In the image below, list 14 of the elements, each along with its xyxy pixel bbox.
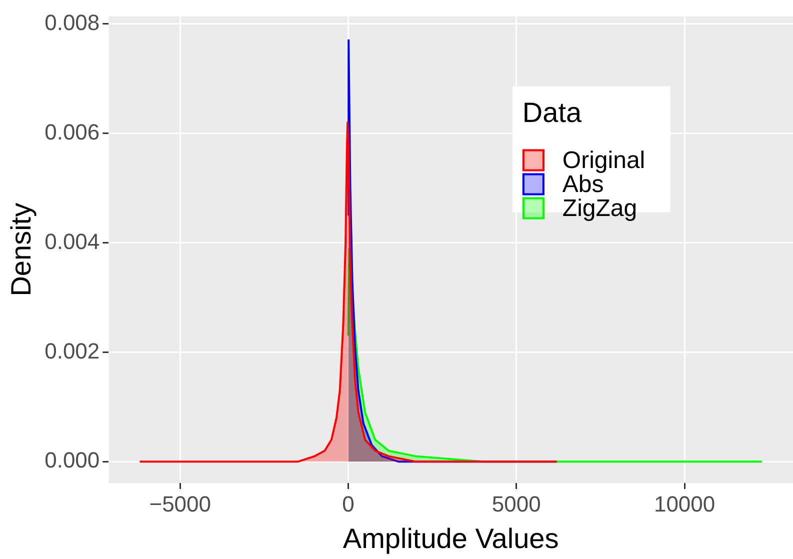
x-tick-label: 10000 <box>654 491 716 516</box>
x-axis-title: Amplitude Values <box>342 522 559 554</box>
y-tick-label: 0.006 <box>44 119 100 144</box>
x-tick-label: 0 <box>342 491 354 516</box>
y-axis-title: Density <box>6 202 37 296</box>
legend-label: Original <box>562 146 646 174</box>
y-tick-label: 0.000 <box>44 448 100 473</box>
y-tick-label: 0.004 <box>44 228 100 254</box>
x-tick-label: 5000 <box>492 491 541 516</box>
x-tick-label: −5000 <box>149 491 212 516</box>
legend-title: Data <box>522 96 582 128</box>
y-tick-label: 0.002 <box>44 338 100 364</box>
y-tick-label: 0.008 <box>44 10 100 35</box>
legend-label: ZigZag <box>562 194 638 222</box>
